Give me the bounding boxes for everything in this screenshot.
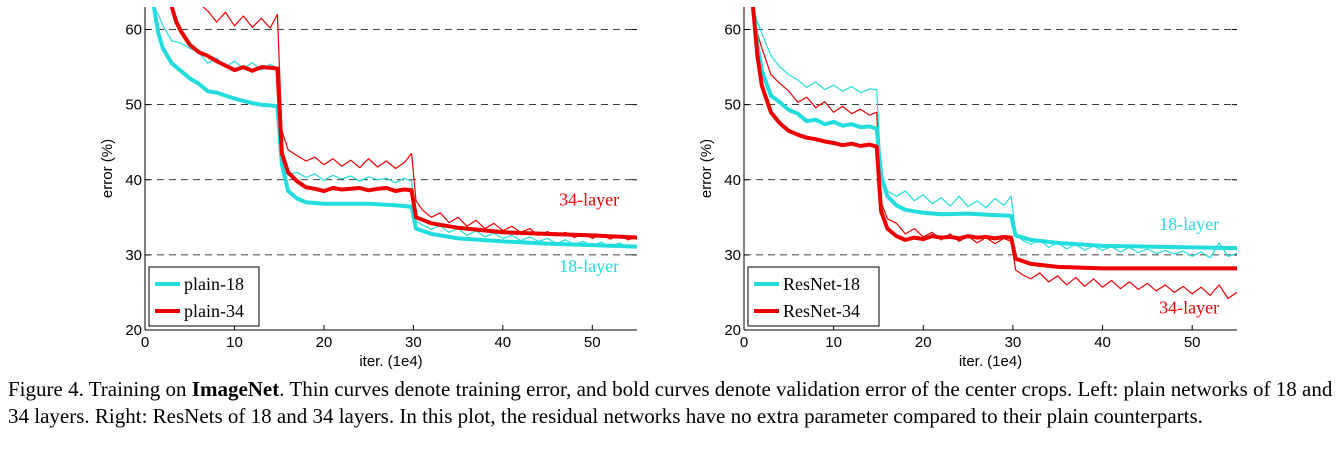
y-tick-label: 60 [724,22,741,39]
x-axis-label: iter. (1e4) [959,353,1022,370]
x-tick-label: 40 [494,334,511,351]
x-axis-label: iter. (1e4) [359,353,422,370]
chart-right: 20 30 40 50 60 0 10 20 30 40 50 iter. (1e4) error (%… [698,7,1237,370]
legend-label: ResNet-34 [783,301,860,321]
legend-label: ResNet-18 [783,274,860,294]
y-tick-label: 20 [125,322,142,339]
x-tick-label: 50 [1184,334,1201,351]
x-tick-label: 30 [405,334,422,351]
series-annotation: 34-layer [559,189,619,209]
series-line-resnet-34 [751,7,1237,271]
chart-left: 20 30 40 50 60 0 10 20 30 40 50 iter. (1e4) error (%… [99,7,637,370]
series-line-resnet-18 [751,7,1237,251]
series-annotation: 18-layer [1159,214,1219,234]
x-tick-label: 0 [141,334,149,351]
y-axis-label: error (%) [99,139,116,198]
series-line-plain-34 [169,7,637,240]
x-tick-label: 20 [316,334,333,351]
y-axis-label: error (%) [698,139,715,198]
series-line-resnet-34-train [752,7,1237,300]
x-tick-label: 30 [1005,334,1022,351]
legend-box [747,266,880,327]
series-line-plain-18-train [153,7,637,248]
figure: 20 30 40 50 60 0 10 20 30 40 50 iter. (1e4) error (%… [99,7,1237,370]
plot-area [151,7,637,249]
series-annotation: 34-layer [1159,297,1219,317]
legend-label: plain-18 [184,274,244,294]
series-line-plain-18 [151,7,637,249]
y-tick-label: 50 [125,97,142,114]
series-line-resnet-18-train [752,7,1237,259]
x-tick-label: 40 [1094,334,1111,351]
y-tick-label: 50 [724,97,741,114]
x-tick-label: 20 [915,334,932,351]
y-tick-label: 20 [724,322,741,339]
y-tick-label: 30 [724,247,741,264]
caption-bold: ImageNet [191,377,280,401]
figure-caption: Figure 4. Training on ImageNet. Thin cur… [8,376,1336,430]
caption-suffix: . Thin curves denote training error, and… [8,377,1333,428]
x-tick-label: 50 [584,334,601,351]
legend-label: plain-34 [184,301,244,321]
x-tick-label: 10 [825,334,842,351]
x-tick-label: 10 [226,334,243,351]
series-annotation: 18-layer [559,256,619,276]
plot-area [751,7,1237,300]
x-tick-label: 0 [740,334,748,351]
y-tick-label: 40 [724,172,741,189]
y-tick-label: 40 [125,172,142,189]
caption-prefix: Figure 4. Training on [8,377,192,401]
legend-box [148,266,260,327]
y-tick-label: 30 [125,247,142,264]
y-tick-label: 60 [125,22,142,39]
